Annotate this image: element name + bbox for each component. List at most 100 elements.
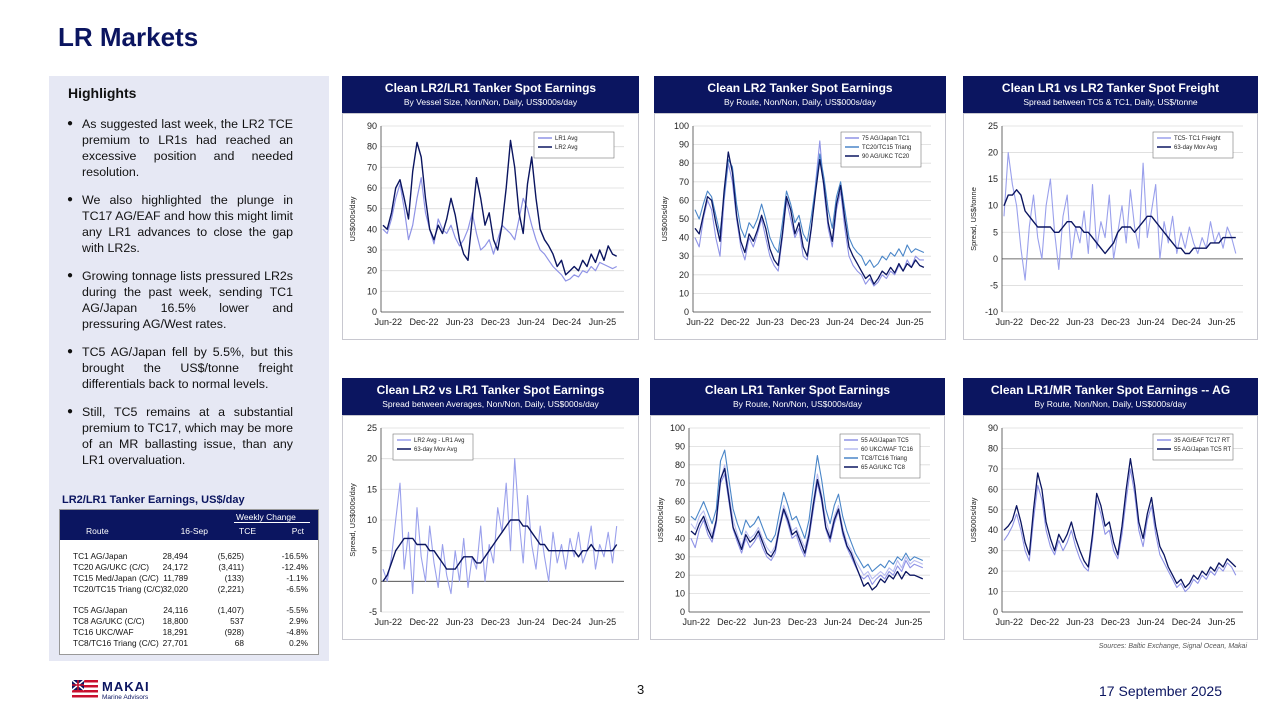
table-cell: 0.2% [289, 638, 308, 648]
page-title: LR Markets [58, 22, 199, 52]
table-cell: (2,221) [217, 584, 244, 594]
highlights-panel: Highlights As suggested last week, the L… [49, 76, 329, 661]
series-line [690, 464, 924, 580]
x-tick-label: Jun-22 [995, 617, 1023, 627]
earnings-table: Weekly Change Route 16-Sep TCE Pct TC1 A… [59, 509, 319, 655]
x-tick-label: Jun-22 [375, 617, 403, 627]
table-cell: 24,116 [163, 605, 188, 615]
chart3-subtitle: Spread between TC5 & TC1, Daily, US$/ton… [1023, 97, 1198, 107]
chart6-subtitle: By Route, Non/Non, Daily, US$000s/day [1034, 399, 1187, 409]
y-tick-label: 20 [988, 148, 998, 158]
series-line [690, 449, 924, 573]
table-cell: 11,789 [163, 573, 188, 583]
y-tick-label: 40 [988, 525, 998, 535]
y-tick-label: 80 [988, 443, 998, 453]
legend-label: TC20/TC15 Triang [862, 145, 911, 151]
x-tick-label: Dec-23 [481, 317, 510, 327]
x-tick-label: Dec-23 [788, 617, 817, 627]
legend-label: 55 AG/Japan TC5 RT [1174, 447, 1231, 453]
logo-subtitle: Marine Advisors [102, 694, 149, 701]
x-tick-label: Jun-24 [517, 617, 545, 627]
highlight-item: We also highlighted the plunge in TC17 A… [67, 192, 293, 256]
table-cell: (5,625) [217, 551, 244, 561]
series-line [1003, 152, 1237, 281]
y-tick-label: 15 [367, 484, 377, 494]
table-cell: TC20 AG/UKC (C/C) [73, 562, 150, 572]
legend-label: LR2 Avg [555, 145, 578, 151]
legend-label: 90 AG/UKC TC20 [862, 154, 910, 160]
legend-label: 60 UKC/WAF TC16 [861, 447, 914, 453]
y-tick-label: 100 [674, 121, 689, 131]
x-tick-label: Dec-24 [1172, 617, 1201, 627]
y-tick-label: 10 [675, 589, 685, 599]
table-cell: -12.4% [281, 562, 308, 572]
table-cell: TC20/TC15 Triang (C/C) [73, 584, 164, 594]
chart2-title: Clean LR2 Tanker Spot Earnings [707, 81, 893, 95]
y-tick-label: 30 [367, 245, 377, 255]
x-tick-label: Dec-23 [481, 617, 510, 627]
chart3-header: Clean LR1 vs LR2 Tanker Spot Freight Spr… [963, 76, 1258, 113]
y-tick-label: 30 [675, 552, 685, 562]
makai-logo: MAKAI Marine Advisors [71, 679, 149, 705]
y-tick-label: 90 [367, 121, 377, 131]
legend-label: 55 AG/Japan TC5 [861, 438, 909, 444]
chart5-title: Clean LR1 Tanker Spot Earnings [704, 383, 891, 397]
chart4-title: Clean LR2 vs LR1 Tanker Spot Earnings [376, 383, 605, 397]
table-cell: 537 [230, 616, 244, 626]
y-tick-label: 15 [988, 174, 998, 184]
y-tick-label: -5 [369, 607, 377, 617]
table-cell: TC8/TC16 Triang (C/C) [73, 638, 159, 648]
y-tick-label: 0 [372, 307, 377, 317]
table-row: TC15 Med/Japan (C/C) 11,789 (133) -1.1% [60, 573, 318, 584]
legend-label: TC5- TC1 Freight [1174, 136, 1221, 142]
table-cell: 68 [234, 638, 244, 648]
y-axis-label: US$000s/day [348, 196, 357, 241]
legend [839, 433, 921, 479]
table-cell: TC5 AG/Japan [73, 605, 128, 615]
chart4-earnings-spread: Spread, US$000s/day -5 0 5 10 15 20 25 Jun-22 Dec… [342, 415, 639, 640]
chart5-subtitle: By Route, Non/Non, US$000s/day [733, 399, 862, 409]
chart1-header: Clean LR2/LR1 Tanker Spot Earnings By Ve… [342, 76, 639, 113]
earnings-table-title: LR2/LR1 Tanker Earnings, US$/day [62, 494, 245, 506]
table-cell: 18,800 [162, 616, 188, 626]
y-tick-label: 70 [988, 464, 998, 474]
y-axis-label: US$000s/day [660, 196, 669, 241]
table-row: TC8 AG/UKC (C/C) 18,800 537 2.9% [60, 616, 318, 627]
series-line [382, 177, 617, 282]
y-tick-label: 60 [675, 497, 685, 507]
x-tick-label: Dec-23 [791, 317, 820, 327]
y-axis-label: US$000s/day [656, 497, 665, 542]
flag-icon [71, 679, 98, 700]
y-tick-label: 100 [670, 423, 685, 433]
y-tick-label: 10 [367, 286, 377, 296]
table-cell: TC16 UKC/WAF [73, 627, 134, 637]
x-tick-label: Jun-25 [589, 317, 617, 327]
x-tick-label: Dec-24 [1172, 317, 1201, 327]
y-axis-label: Spread, US$/tonne [969, 187, 978, 251]
legend [1152, 433, 1234, 461]
y-tick-label: 60 [988, 484, 998, 494]
table-cell: (928) [224, 627, 244, 637]
chart5-lr1-route-earnings: US$000s/day 0 10 20 30 40 50 60 70 80 90 100 Jun-22 D… [650, 415, 945, 640]
table-cell: -1.1% [286, 573, 308, 583]
y-tick-label: -5 [990, 280, 998, 290]
table-row: TC16 UKC/WAF 18,291 (928) -4.8% [60, 627, 318, 638]
highlights-title: Highlights [68, 85, 137, 101]
series-line [694, 151, 925, 285]
y-tick-label: 20 [988, 566, 998, 576]
table-cell: 28,494 [162, 551, 188, 561]
chart6-header: Clean LR1/MR Tanker Spot Earnings -- AG … [963, 378, 1258, 415]
series-line [1003, 458, 1237, 589]
table-cell: (133) [224, 573, 244, 583]
table-cell: TC1 AG/Japan [73, 551, 128, 561]
chart-svg: Spread, US$000s/day -5 0 5 10 15 20 25 Jun-22 Dec… [348, 423, 624, 627]
x-tick-label: Jun-22 [995, 317, 1023, 327]
table-row: TC1 AG/Japan 28,494 (5,625) -16.5% [60, 551, 318, 562]
sources-note: Sources: Baltic Exchange, Signal Ocean, … [1098, 643, 1247, 650]
y-tick-label: 70 [679, 177, 689, 187]
chart1-lr2-lr1-earnings: US$000s/day 0 10 20 30 40 50 60 70 80 90 Jun-22 Dec-… [342, 113, 639, 340]
highlight-item: Still, TC5 remains at a substantial prem… [67, 404, 293, 468]
legend-label: TC8/TC16 Triang [861, 456, 907, 462]
x-tick-label: Jun-23 [446, 317, 474, 327]
table-cell: 2.9% [289, 616, 308, 626]
